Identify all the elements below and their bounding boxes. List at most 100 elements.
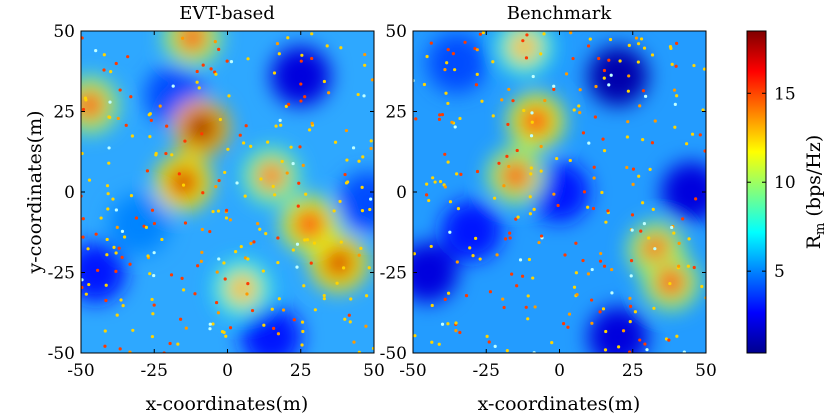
user-point [475, 72, 479, 76]
user-point [104, 298, 108, 303]
user-point [647, 236, 651, 240]
user-point [524, 305, 528, 309]
user-point [214, 185, 218, 189]
user-point [118, 347, 122, 351]
user-point [246, 282, 250, 286]
user-point [368, 207, 372, 212]
user-point [485, 334, 489, 338]
colorbar-label: Rm (bps/Hz) [803, 135, 828, 250]
user-point [437, 117, 442, 122]
user-point [200, 132, 204, 136]
user-point [333, 140, 338, 144]
user-point [552, 87, 556, 91]
user-point [681, 217, 685, 221]
user-point [528, 195, 532, 199]
x-tick-label: 50 [363, 361, 385, 381]
user-point [581, 131, 586, 135]
colorbar-tick-label: 10 [774, 173, 796, 193]
user-point [604, 329, 608, 334]
user-point [690, 132, 695, 136]
user-point [208, 327, 212, 331]
user-point [360, 209, 365, 213]
user-point [529, 134, 534, 138]
x-ticks: -50 -25 0 25 50 [67, 31, 385, 381]
user-point [303, 95, 307, 99]
user-point [370, 78, 374, 82]
user-point [238, 133, 242, 137]
user-point [443, 297, 447, 301]
user-point [602, 264, 607, 268]
hotspot [81, 89, 106, 122]
user-point [124, 123, 128, 127]
user-point [362, 94, 366, 98]
user-point [291, 248, 295, 252]
user-point [574, 271, 579, 275]
user-point [413, 334, 417, 338]
user-point [228, 326, 233, 330]
user-point [211, 322, 215, 326]
user-point [698, 133, 702, 137]
user-point [628, 320, 632, 324]
user-point [454, 329, 458, 333]
coldspot [241, 306, 302, 353]
x-tick-label: 0 [222, 361, 233, 381]
x-tick-label: -50 [399, 361, 426, 381]
user-point [413, 252, 416, 256]
user-point [502, 184, 506, 188]
user-point [514, 217, 518, 221]
user-point [586, 44, 591, 48]
user-point [258, 227, 262, 231]
y-tick-label: 25 [53, 103, 75, 123]
user-point [360, 185, 364, 189]
user-point [702, 67, 706, 71]
user-point [270, 307, 274, 311]
user-point [94, 232, 98, 236]
user-point [673, 102, 677, 107]
user-point [183, 221, 188, 225]
hotspot [322, 246, 355, 279]
user-point [87, 282, 91, 287]
user-point [183, 139, 187, 143]
user-point [296, 204, 300, 208]
user-point [455, 172, 459, 176]
user-point [224, 216, 229, 220]
user-point [348, 320, 352, 324]
user-point [304, 192, 308, 196]
hotspot [226, 272, 259, 305]
user-point [195, 80, 199, 84]
user-point [572, 108, 576, 112]
user-point [228, 218, 232, 222]
user-point [349, 297, 353, 301]
user-point [272, 71, 277, 75]
user-point [245, 292, 249, 296]
user-point [264, 232, 268, 236]
user-point [602, 76, 606, 80]
user-point [495, 253, 499, 257]
user-point [310, 121, 314, 125]
user-point [430, 303, 434, 308]
user-point [335, 281, 339, 285]
user-point [667, 338, 671, 342]
user-point [286, 36, 290, 40]
user-point [262, 323, 266, 327]
user-point [220, 330, 225, 334]
coldspot [426, 33, 487, 94]
user-point [116, 116, 120, 121]
user-point [539, 144, 543, 149]
user-point [81, 278, 84, 282]
user-point [564, 72, 569, 76]
user-point [672, 231, 676, 235]
user-point [508, 231, 512, 235]
user-point [356, 92, 360, 97]
user-point [422, 82, 427, 87]
user-point [152, 273, 156, 278]
user-point [195, 69, 199, 74]
user-point [214, 72, 218, 76]
x-axis-label: x-coordinates(m) [146, 393, 309, 415]
user-point [313, 308, 317, 312]
user-point [501, 297, 505, 301]
user-point [414, 117, 418, 121]
user-point [193, 292, 197, 296]
user-point [342, 266, 346, 270]
